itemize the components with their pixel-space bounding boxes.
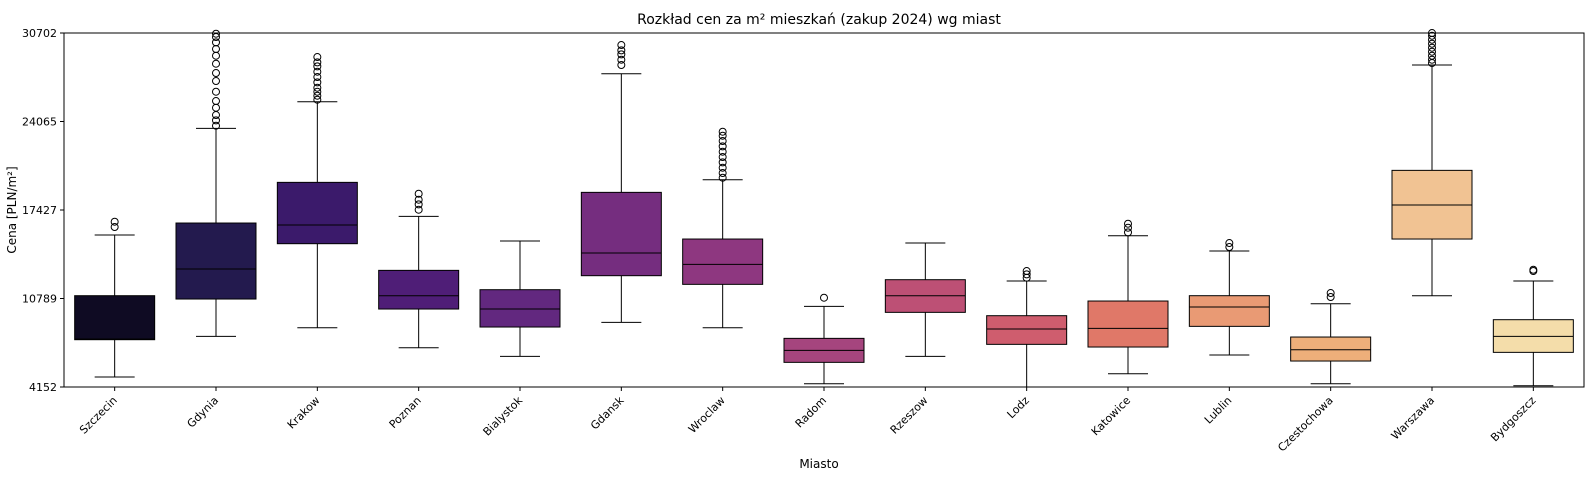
outlier-point	[718, 131, 727, 140]
outlier-point	[212, 77, 220, 86]
outlier-point	[212, 121, 220, 130]
outlier-point	[718, 173, 727, 182]
x-tick-label: Radom	[793, 394, 829, 430]
outlier-point	[617, 61, 626, 70]
outlier-point	[212, 33, 220, 42]
outlier-point	[212, 97, 220, 106]
outlier-point	[313, 62, 322, 71]
box-szczecin	[74, 295, 156, 341]
x-tick-label: Katowice	[1089, 394, 1133, 438]
outlier-point	[718, 158, 727, 167]
box-lodz	[986, 315, 1068, 345]
outlier-point	[313, 73, 322, 82]
outlier-point	[110, 223, 119, 232]
chart-title: Rozkład cen za m² mieszkań (zakup 2024) …	[637, 12, 1001, 28]
x-tick-label: Bialystok	[481, 393, 526, 438]
outlier-point	[212, 51, 220, 60]
box-gdynia	[175, 222, 257, 300]
outlier-point	[617, 41, 626, 50]
box-krakow	[276, 181, 358, 245]
box-lublin	[1188, 295, 1270, 327]
outlier-point	[1428, 39, 1436, 48]
outlier-point	[313, 95, 322, 104]
outlier-point	[1225, 243, 1234, 252]
outlier-point	[1022, 267, 1031, 276]
x-tick-label: Wroclaw	[686, 394, 728, 436]
outlier-point	[1428, 51, 1436, 60]
x-tick-label: Czestochowa	[1275, 394, 1335, 454]
box-katowice	[1087, 300, 1169, 348]
outlier-point	[1428, 43, 1436, 52]
x-tick-label: Rzeszow	[888, 394, 931, 437]
outlier-point	[718, 147, 727, 156]
outlier-point	[212, 69, 220, 78]
outlier-point	[313, 78, 322, 87]
outlier-point	[313, 53, 322, 62]
y-axis-label: Cena [PLN/m²]	[5, 166, 19, 253]
outlier-point	[718, 142, 727, 151]
x-tick-label: Warszawa	[1389, 394, 1437, 442]
outlier-point	[820, 293, 828, 302]
outlier-point	[212, 87, 220, 96]
y-tick-label: 10789	[22, 293, 57, 306]
outlier-point	[313, 87, 322, 96]
outlier-point	[718, 127, 727, 136]
outlier-point	[1326, 293, 1335, 302]
outlier-point	[212, 29, 220, 38]
y-tick-label: 17427	[22, 204, 57, 217]
x-tick-label: Poznan	[387, 394, 424, 431]
outlier-point	[1529, 265, 1538, 274]
box-wroclaw	[682, 238, 764, 285]
outlier-point	[1428, 47, 1436, 56]
outlier-point	[718, 153, 727, 162]
x-tick-label: Gdynia	[184, 394, 221, 431]
outlier-point	[617, 55, 626, 64]
outlier-point	[212, 59, 220, 68]
outlier-point	[110, 217, 119, 226]
x-tick-label: Lodz	[1005, 394, 1032, 421]
outlier-point	[313, 67, 322, 76]
outlier-point	[1428, 31, 1436, 40]
outlier-point	[414, 195, 423, 204]
outlier-point	[313, 91, 322, 100]
outlier-point	[1022, 270, 1031, 279]
outlier-point	[1124, 219, 1132, 228]
y-tick-label: 30702	[22, 27, 57, 40]
outlier-point	[1428, 55, 1436, 64]
y-tick-label: 24065	[22, 115, 57, 128]
outlier-point	[1124, 228, 1132, 237]
box-gdansk	[580, 191, 662, 277]
outlier-point	[414, 189, 423, 198]
outlier-point	[718, 137, 727, 146]
box-czestochowa	[1290, 336, 1372, 362]
outlier-point	[212, 103, 220, 112]
outlier-point	[1225, 239, 1234, 248]
outlier-point	[718, 163, 727, 172]
outlier-point	[212, 38, 220, 47]
outlier-point	[617, 46, 626, 55]
outlier-point	[718, 169, 727, 178]
outlier-point	[313, 83, 322, 92]
outlier-point	[1326, 289, 1335, 298]
box-poznan	[378, 269, 460, 310]
x-axis-label: Miasto	[799, 457, 838, 471]
outlier-point	[617, 50, 626, 59]
y-tick-label: 4152	[29, 381, 57, 394]
outlier-point	[313, 58, 322, 67]
x-tick-label: Bydgoszcz	[1488, 394, 1538, 444]
plot-area: 4152 10789 17427 24065 30702 Szczecin Gdynia Kr…	[22, 27, 1585, 454]
x-tick-label: Szczecin	[77, 394, 120, 437]
outlier-point	[212, 116, 220, 125]
x-tick-label: Lublin	[1202, 394, 1235, 427]
x-tick-label: Gdansk	[588, 393, 627, 432]
box-bialystok	[479, 289, 561, 328]
outlier-point	[414, 200, 423, 209]
outlier-point	[414, 205, 423, 214]
outlier-point	[1428, 29, 1436, 38]
outlier-point	[212, 45, 220, 54]
outlier-point	[212, 111, 220, 120]
outlier-point	[1124, 223, 1132, 232]
x-tick-label: Krakow	[285, 394, 323, 432]
